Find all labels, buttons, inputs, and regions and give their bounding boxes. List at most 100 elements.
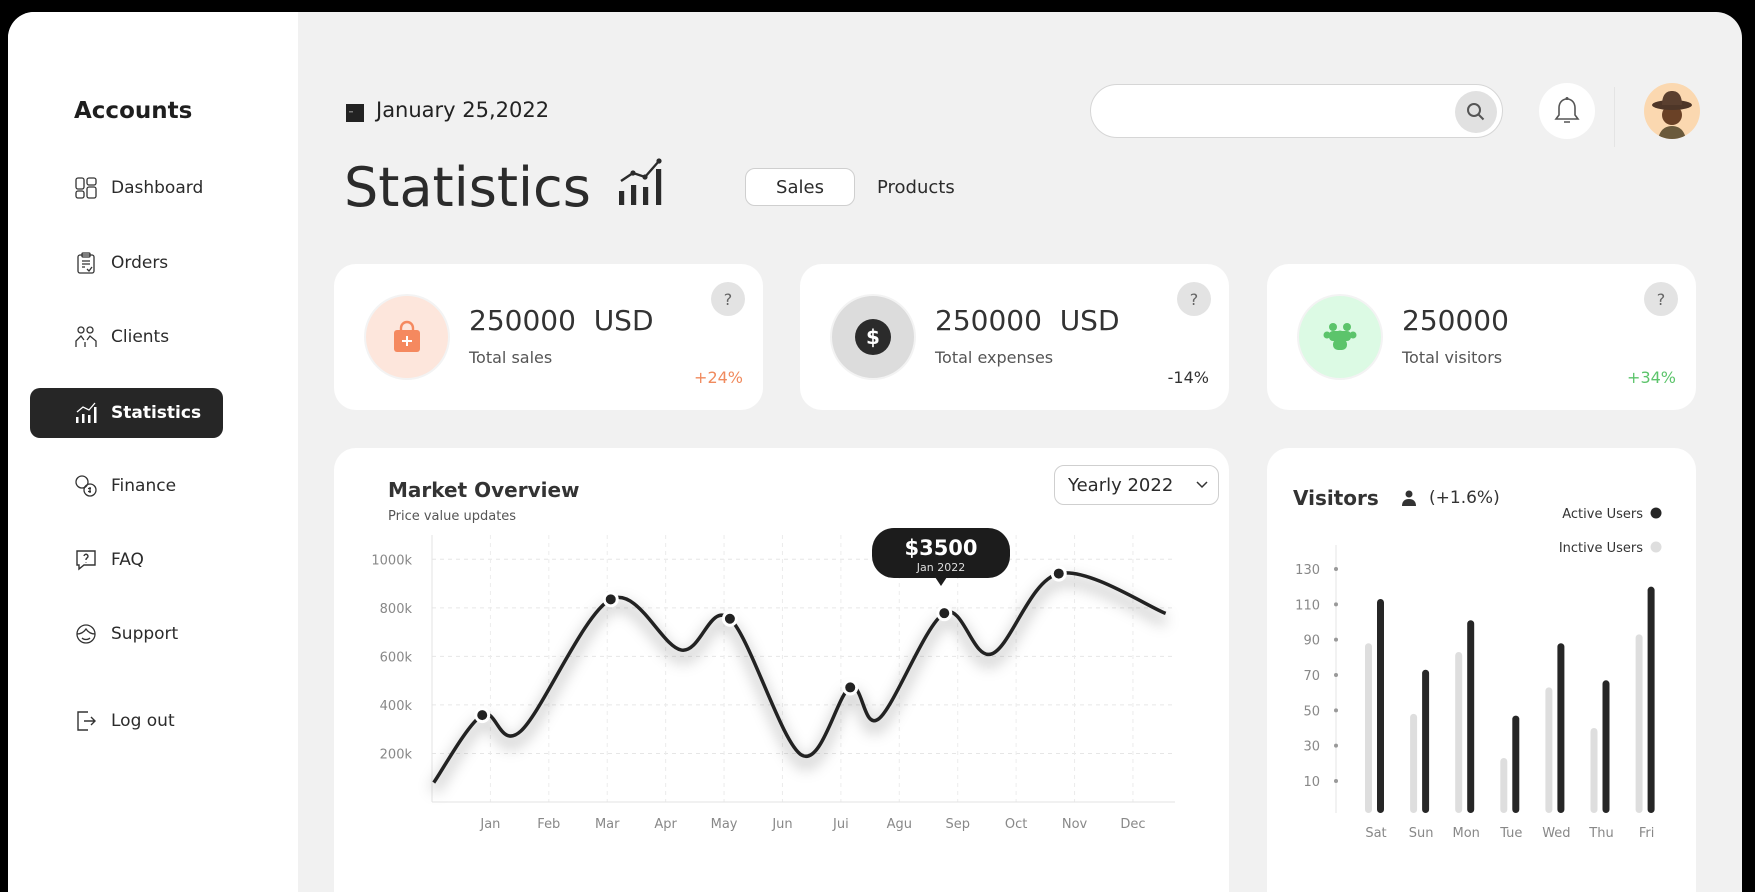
visitors-card: Visitors (+1.6%) [1267,448,1696,892]
price-line [432,571,1167,784]
stat-change: +24% [694,368,743,387]
bar-inactive-users [1455,652,1463,813]
sidebar-item-finance[interactable]: Finance [30,461,223,511]
stat-label: Total sales [469,348,553,367]
stat-change: -14% [1167,368,1209,387]
sidebar-item-label: Dashboard [111,178,204,198]
x-tick-label: Sun [1409,826,1434,841]
sidebar-item-label: Statistics [111,403,202,423]
data-point-marker [721,610,738,627]
data-point-marker [842,679,859,696]
legend-label: Inctive Users [1559,541,1643,556]
tab-products[interactable]: Products [877,176,955,198]
sidebar-item-faq[interactable]: FAQ [30,535,223,585]
y-tick-label: 1000k [371,553,412,568]
x-tick-label: Apr [654,817,677,832]
current-date: January 25,2022 [376,98,550,122]
bar-active-users [1647,586,1655,813]
sidebar-item-support[interactable]: Support [30,609,223,659]
chevron-down-icon [1196,481,1208,489]
data-point-marker [602,591,619,608]
question-bubble-icon [76,550,96,571]
market-overview-card: Market Overview Price value updates Year… [334,448,1229,892]
bar-active-users [1467,620,1475,813]
bar-inactive-users [1590,728,1598,813]
search-bar [1090,84,1503,138]
data-point-marker [474,707,491,724]
stat-change: +34% [1627,368,1676,387]
legend-dot [1650,507,1662,519]
data-point-marker [936,605,953,622]
x-tick-label: Sat [1365,826,1386,841]
x-tick-label: Oct [1005,817,1027,832]
x-tick-label: Nov [1062,817,1088,832]
sidebar-item-statistics[interactable]: Statistics [30,388,223,438]
sidebar: Accounts Dashboard Orders Clients Statis… [8,12,298,892]
help-button[interactable]: ? [1177,282,1211,316]
icon-circle [364,294,450,380]
sidebar-item-dashboard[interactable]: Dashboard [30,163,223,213]
sidebar-item-label: Support [111,624,179,644]
x-tick-label: Fri [1639,826,1655,841]
avatar[interactable] [1644,83,1700,139]
search-input[interactable] [1111,95,1431,127]
y-tick-label: 70 [1303,669,1320,684]
bar-active-users [1512,715,1520,813]
stat-card-total-expenses: $ 250000 USD Total expenses ? -14% [800,264,1229,410]
clipboard-icon [77,252,95,274]
y-tick-dot [1334,567,1338,571]
bar-inactive-users [1500,758,1508,813]
icon-circle: $ [830,294,916,380]
x-tick-label: Jun [771,817,792,832]
icon-circle [1297,294,1383,380]
data-point-marker [1050,565,1067,582]
sidebar-item-orders[interactable]: Orders [30,238,223,288]
stat-value: 250000 [1402,304,1509,337]
visitors-title: Visitors [1293,486,1379,510]
help-button[interactable]: ? [711,282,745,316]
search-button[interactable] [1455,91,1497,133]
stat-label: Total expenses [935,348,1054,367]
logout-icon [77,711,96,731]
bar-inactive-users [1545,687,1553,813]
statistics-chart-icon [619,158,662,205]
period-dropdown[interactable]: Yearly 2022 [1054,465,1219,505]
y-tick-label: 10 [1303,775,1320,790]
y-tick-label: 110 [1295,598,1320,613]
x-tick-label: Dec [1120,817,1145,832]
bar-inactive-users [1365,643,1372,813]
market-title: Market Overview [388,478,580,502]
brand-title: Accounts [74,98,193,124]
stat-value: 250000 USD [935,304,1120,337]
sidebar-item-logout[interactable]: Log out [30,696,223,746]
bar-active-users [1602,680,1610,813]
stat-value: 250000 USD [469,304,654,337]
calendar-icon [346,104,364,122]
help-button[interactable]: ? [1644,282,1678,316]
x-tick-label: Thu [1588,826,1613,841]
x-tick-label: Wed [1542,826,1570,841]
y-tick-label: 200k [380,747,413,762]
x-tick-label: Agu [887,817,912,832]
search-icon [1467,103,1485,121]
x-tick-label: Mar [595,817,620,832]
tab-sales[interactable]: Sales [745,168,855,206]
y-tick-label: 800k [380,602,413,617]
headset-icon [76,624,96,644]
y-tick-label: 130 [1295,563,1320,578]
group-icon [1323,323,1357,350]
sidebar-item-clients[interactable]: Clients [30,312,223,362]
users-icon [75,326,97,347]
notifications-button[interactable] [1539,83,1595,139]
x-tick-label: Jui [832,817,849,832]
dollar-icon: $ [855,319,891,355]
shopping-bag-icon [394,320,420,352]
sidebar-item-label: Finance [111,476,177,496]
x-tick-label: Tue [1499,826,1522,841]
y-tick-label: 90 [1303,634,1320,649]
divider [1614,87,1615,147]
x-tick-label: May [711,817,738,832]
sidebar-item-label: Log out [111,711,175,731]
visitors-change: (+1.6%) [1429,488,1500,508]
bar-active-users [1557,643,1565,813]
